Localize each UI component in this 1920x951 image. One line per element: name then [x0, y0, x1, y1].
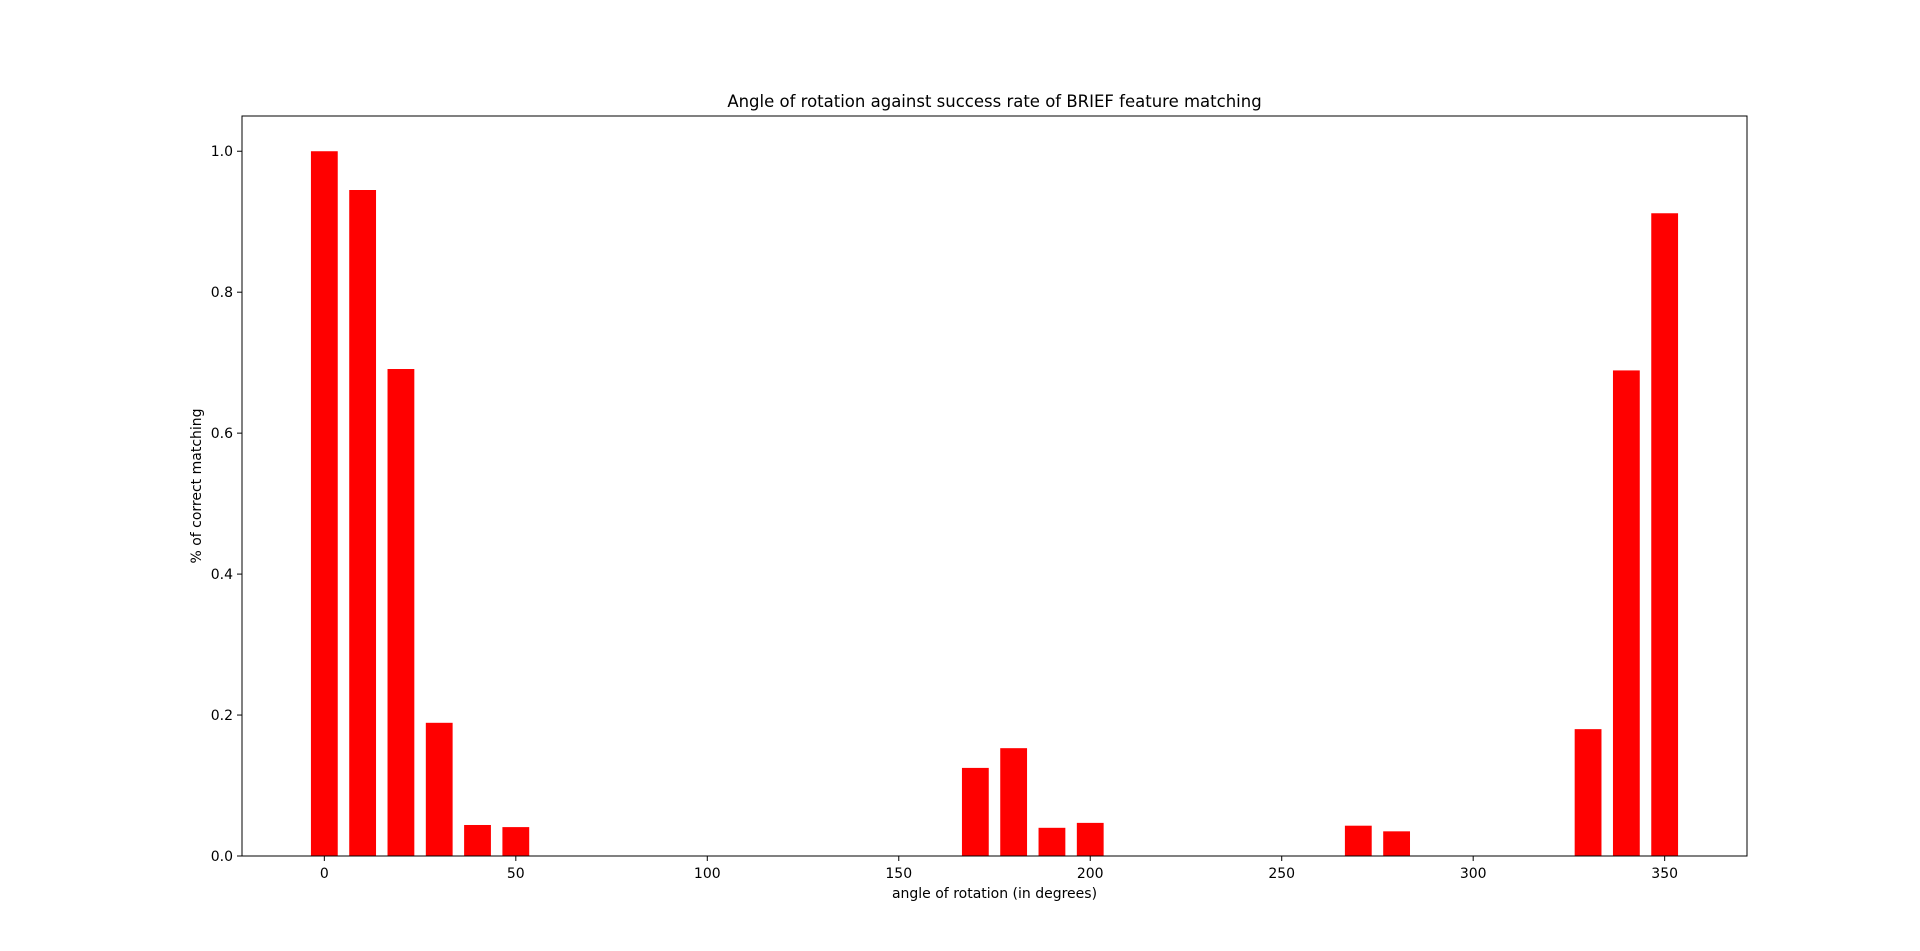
bar-40	[464, 824, 491, 856]
x-tick-label-350: 350	[1651, 866, 1678, 882]
x-axis-ticks: 0 50 100 150 200 250 300 350	[320, 856, 1678, 882]
x-tick-label-50: 50	[507, 866, 525, 882]
y-tick-label-2: 0.4	[211, 567, 233, 583]
bar-50	[502, 827, 530, 856]
y-axis-label: % of correct matching	[189, 408, 205, 563]
bar-340	[1612, 370, 1640, 856]
bars-group	[310, 151, 1679, 856]
y-tick-label-0: 0.0	[211, 849, 233, 865]
x-tick-label-200: 200	[1077, 866, 1104, 882]
bar-10	[349, 190, 377, 856]
x-tick-label-100: 100	[694, 866, 721, 882]
axes-frame	[241, 115, 1748, 857]
y-axis-ticks: 0.0 0.2 0.4 0.6 0.8 1.0	[211, 144, 242, 865]
bar-350	[1651, 213, 1679, 856]
bar-180	[1000, 748, 1028, 856]
bar-200	[1076, 822, 1104, 856]
bar-170	[961, 767, 989, 856]
bar-330	[1574, 729, 1602, 856]
chart-title: Angle of rotation against success rate o…	[727, 92, 1261, 111]
x-axis-label: angle of rotation (in degrees)	[892, 886, 1097, 902]
bar-190	[1038, 827, 1066, 856]
y-tick-label-3: 0.6	[211, 426, 233, 442]
bar-20	[387, 369, 415, 856]
x-tick-label-250: 250	[1268, 866, 1295, 882]
y-tick-label-5: 1.0	[211, 144, 233, 160]
bar-0	[310, 151, 338, 856]
y-tick-label-4: 0.8	[211, 285, 233, 301]
bar-280	[1383, 831, 1411, 856]
y-tick-label-1: 0.2	[211, 708, 233, 724]
x-tick-label-300: 300	[1460, 866, 1487, 882]
x-tick-label-150: 150	[885, 866, 912, 882]
bar-270	[1344, 825, 1372, 856]
x-tick-label-0: 0	[320, 866, 329, 882]
bar-30	[425, 722, 453, 856]
